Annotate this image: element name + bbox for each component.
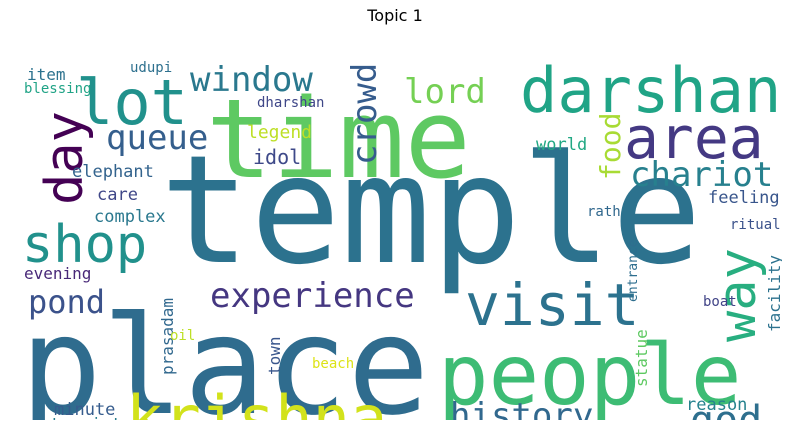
word-legend: legend	[247, 122, 312, 143]
word-oil: oil	[170, 328, 195, 344]
word-chariot: chariot	[630, 155, 773, 195]
word-ritual: ritual	[730, 217, 781, 233]
word-blessing: blessing	[24, 81, 91, 97]
word-day: day	[35, 111, 95, 205]
word-window: window	[190, 60, 313, 100]
word-way: way	[708, 248, 768, 342]
word-minute: minute	[54, 400, 115, 420]
word-shop: shop	[22, 215, 147, 275]
word-elephant: elephant	[72, 162, 154, 182]
word-reason: reason	[686, 395, 747, 415]
word-visit: visit	[465, 271, 640, 339]
word-god: god	[690, 398, 762, 420]
word-darshan: darshan	[520, 54, 781, 127]
word-udupi: udupi	[130, 60, 172, 76]
word-dharshan: dharshan	[257, 95, 324, 111]
word-pond: pond	[28, 283, 105, 321]
word-cloud: temple place time people darshan krishna visit…	[10, 30, 782, 420]
word-queue: queue	[106, 118, 208, 158]
word-people: people	[438, 326, 741, 420]
word-place: place	[20, 288, 429, 420]
word-tourist: tourist	[50, 415, 122, 420]
word-world: world	[536, 135, 587, 155]
word-time: time	[206, 75, 471, 203]
word-item: item	[27, 65, 66, 84]
word-lord: lord	[404, 72, 486, 112]
word-lot: lot	[76, 66, 188, 139]
word-temple: temple	[160, 124, 702, 298]
word-complex: complex	[94, 207, 166, 227]
word-feeling: feeling	[708, 188, 780, 208]
word-care: care	[97, 185, 138, 205]
word-beach: beach	[312, 356, 354, 372]
word-krishna: krishna	[126, 382, 387, 420]
word-town: town	[265, 336, 284, 375]
word-idol: idol	[253, 145, 301, 169]
word-rath: rath	[587, 204, 621, 220]
word-food: food	[594, 113, 627, 180]
word-prasadam: prasadam	[158, 298, 177, 375]
word-evening: evening	[24, 264, 91, 283]
word-experience: experience	[210, 276, 415, 316]
word-facility: facility	[765, 255, 782, 332]
word-statue: statue	[632, 329, 651, 387]
word-boat: boat	[703, 294, 737, 310]
word-entrance: entrance	[626, 239, 641, 302]
word-crowd: crowd	[345, 63, 385, 165]
chart-title: Topic 1	[367, 6, 423, 25]
word-history: history	[450, 396, 593, 420]
word-area: area	[624, 104, 764, 172]
